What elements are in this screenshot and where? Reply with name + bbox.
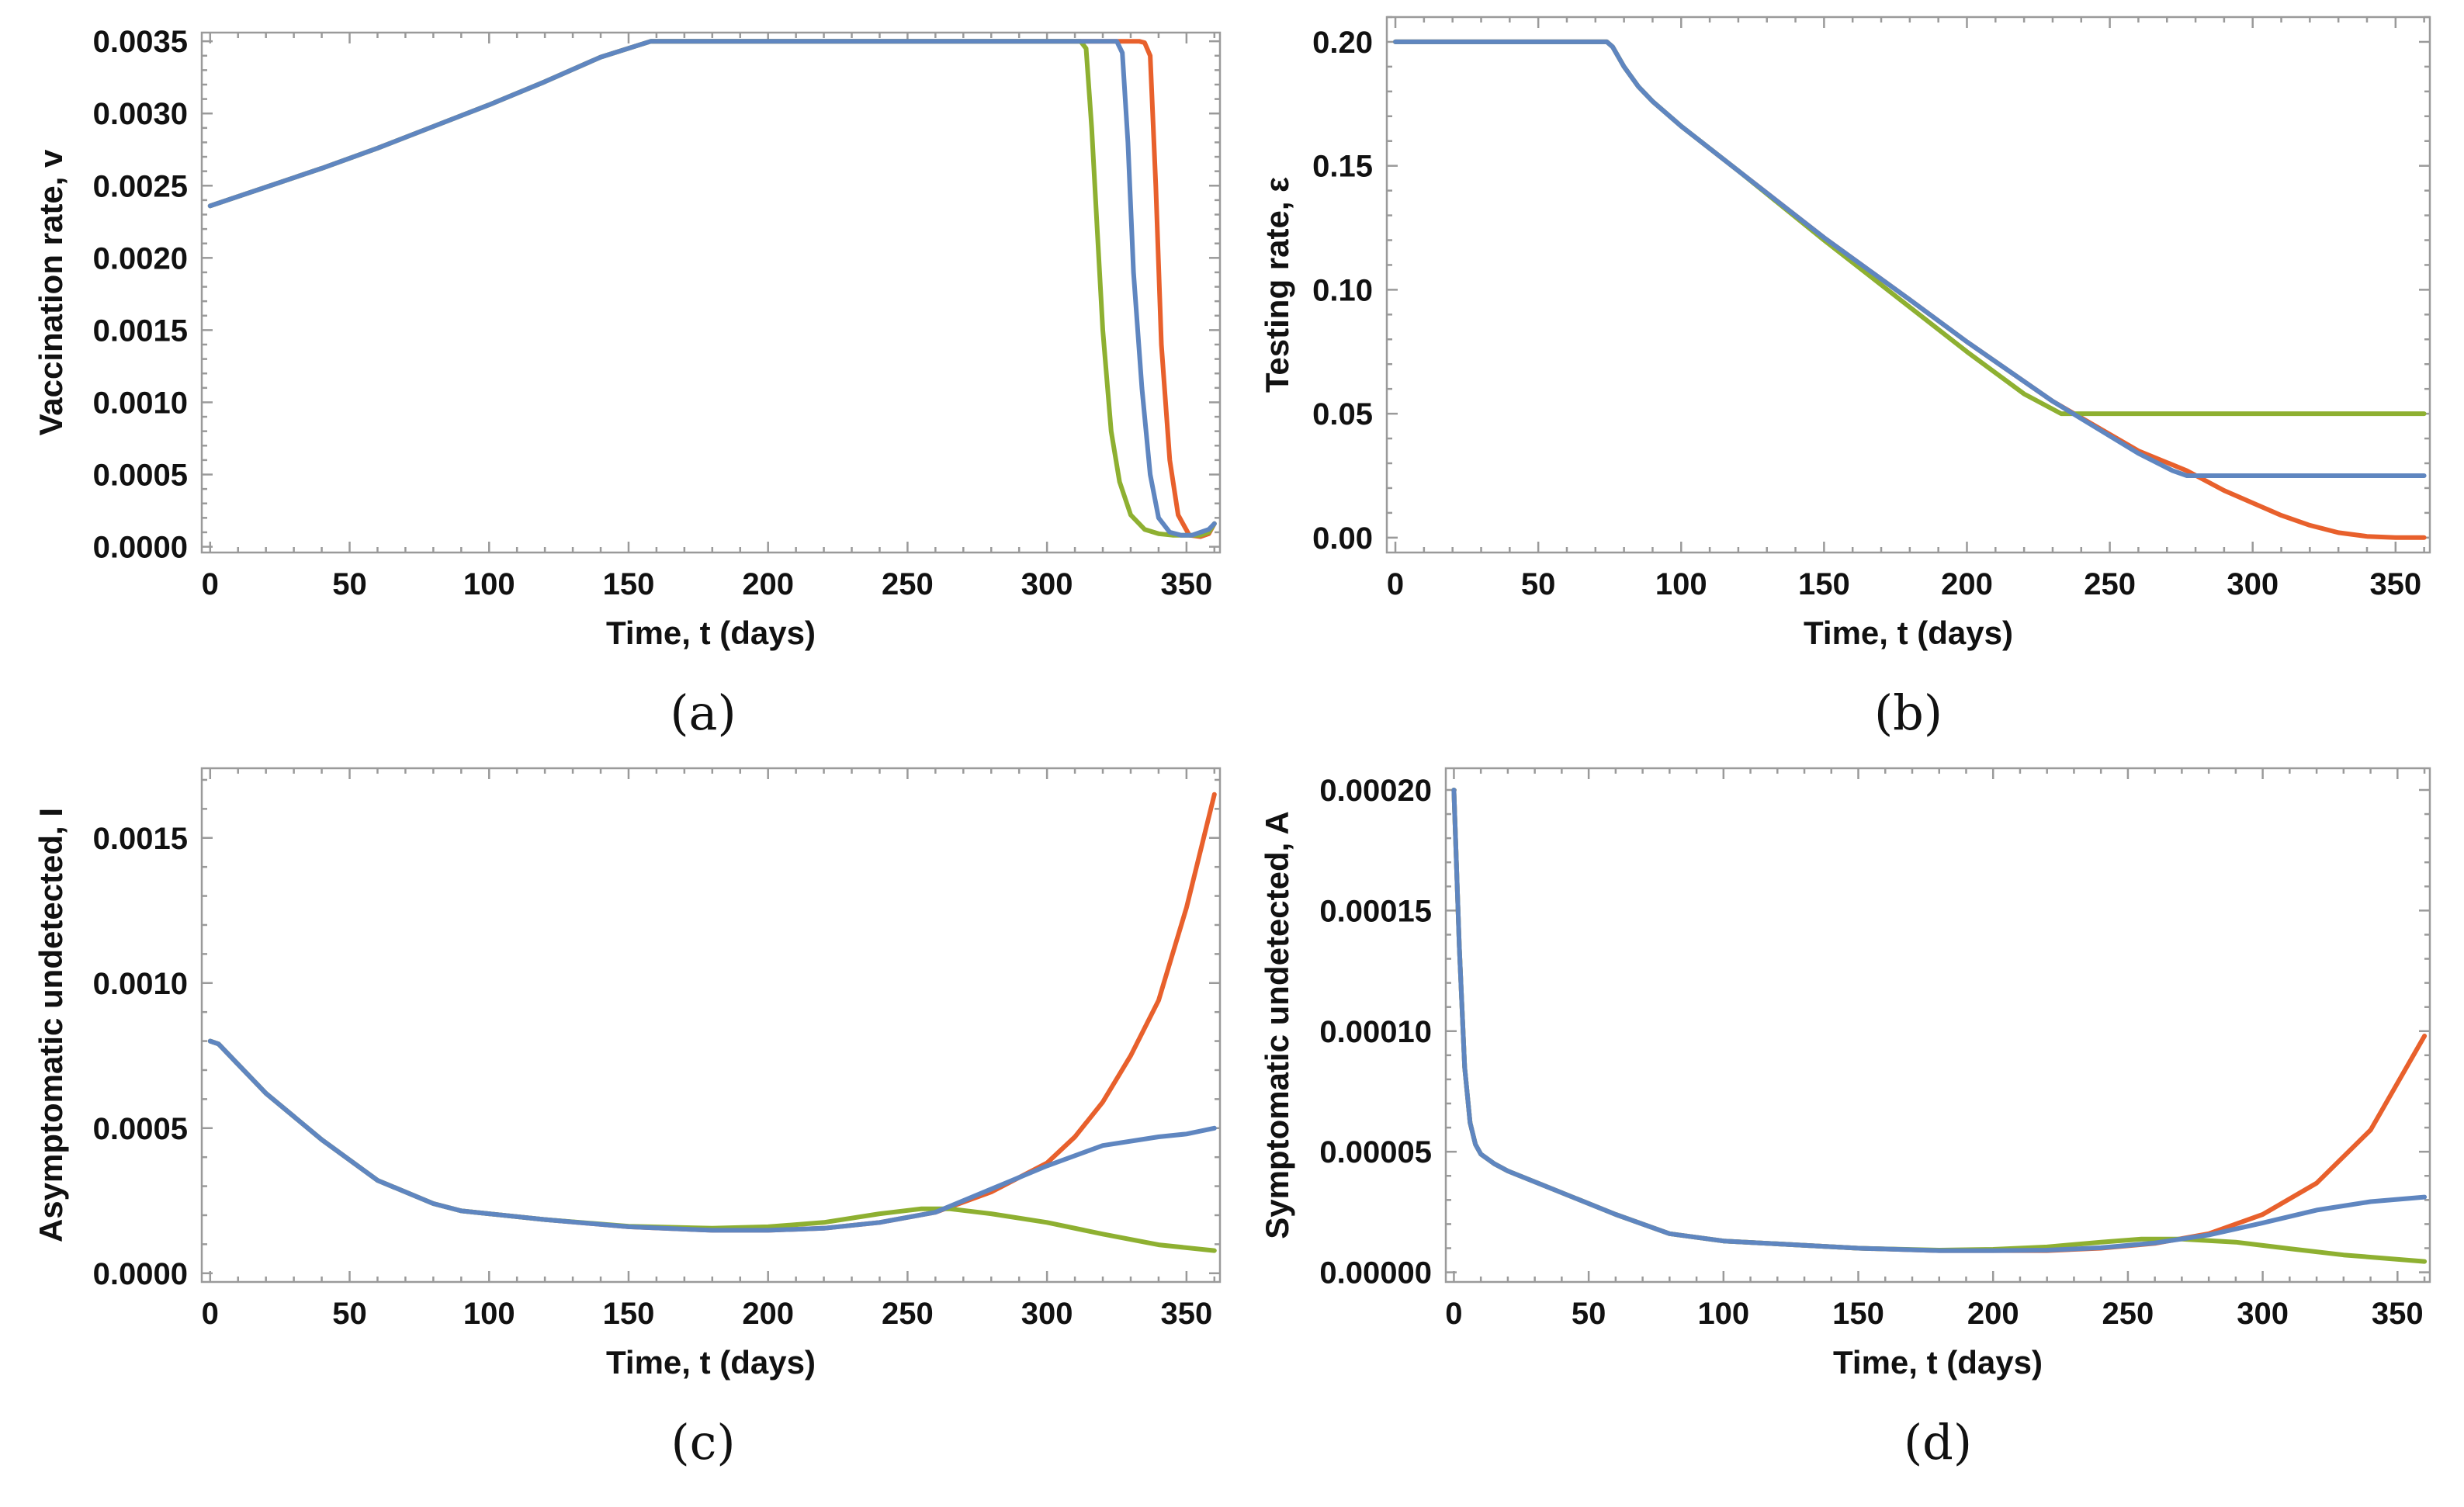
panel-caption: (b) — [1874, 684, 1942, 741]
x-tick-label: 250 — [882, 567, 934, 601]
chart-panel-d: 0 50 100 150 200 250 300 350 0.00000 0.00005 0.000… — [1259, 767, 2431, 1471]
x-tick-label: 150 — [1798, 567, 1850, 601]
y-tick-label: 0.00005 — [1319, 1135, 1432, 1169]
x-axis-title: Time, t (days) — [1833, 1344, 2043, 1381]
x-tick-label: 0 — [202, 567, 219, 601]
y-axis-title: Asymptomatic undetected, I — [33, 808, 69, 1242]
x-tick-label: 250 — [2102, 1297, 2154, 1331]
y-axis-title: Symptomatic undetected, A — [1259, 811, 1295, 1239]
plot-frame — [200, 767, 1222, 1284]
x-tick-label: 100 — [1655, 567, 1707, 601]
y-tick-label: 0.0010 — [93, 386, 188, 420]
x-axis-title: Time, t (days) — [1804, 615, 2013, 651]
series-line-blue — [1393, 39, 2427, 478]
x-tick-label: 100 — [463, 1297, 515, 1331]
y-tick-label: 0.00010 — [1319, 1015, 1432, 1049]
y-axis-title: Testing rate, ε — [1259, 177, 1295, 393]
x-tick-label: 50 — [332, 1297, 367, 1331]
x-tick-label: 100 — [463, 567, 515, 601]
series-line-red — [1451, 788, 2428, 1253]
y-tick-label: 0.0005 — [93, 1112, 188, 1146]
panel-caption: (c) — [671, 1414, 735, 1471]
x-tick-label: 200 — [1967, 1297, 2019, 1331]
y-tick-label: 0.0005 — [93, 459, 188, 493]
x-tick-label: 350 — [1160, 567, 1212, 601]
x-tick-label: 300 — [1021, 567, 1073, 601]
x-tick-label: 200 — [742, 567, 794, 601]
x-tick-label: 300 — [1021, 1297, 1073, 1331]
x-tick-label: 150 — [1832, 1297, 1884, 1331]
x-tick-label: 150 — [603, 567, 655, 601]
x-tick-label: 300 — [2237, 1297, 2289, 1331]
y-tick-label: 0.0015 — [93, 314, 188, 348]
y-tick-label: 0.0035 — [93, 25, 188, 59]
y-tick-label: 0.20 — [1312, 26, 1373, 60]
x-tick-label: 350 — [1160, 1297, 1212, 1331]
y-tick-label: 0.00000 — [1319, 1256, 1432, 1290]
series-line-blue — [207, 1038, 1217, 1233]
plot-frame — [1444, 767, 2431, 1284]
x-tick-label: 200 — [1941, 567, 1993, 601]
x-tick-label: 50 — [1572, 1297, 1606, 1331]
y-axis-title: Vaccination rate, v — [33, 149, 69, 435]
x-tick-label: 50 — [332, 567, 367, 601]
plot-frame — [200, 31, 1222, 554]
x-tick-label: 200 — [742, 1297, 794, 1331]
x-axis-title: Time, t (days) — [606, 1344, 816, 1381]
y-tick-label: 0.00015 — [1319, 894, 1432, 928]
y-tick-label: 0.0030 — [93, 97, 188, 131]
x-tick-label: 350 — [2369, 567, 2421, 601]
x-tick-label: 0 — [1445, 1297, 1462, 1331]
y-tick-label: 0.00020 — [1319, 774, 1432, 808]
x-tick-label: 150 — [603, 1297, 655, 1331]
y-tick-label: 0.10 — [1312, 273, 1373, 307]
series-line-green — [207, 39, 1217, 538]
y-tick-label: 0.05 — [1312, 397, 1373, 431]
series-line-red — [1393, 39, 2427, 540]
chart-panel-c: 0 50 100 150 200 250 300 350 0.0000 0.0005 0.0010 0… — [33, 767, 1222, 1471]
x-tick-label: 100 — [1697, 1297, 1749, 1331]
x-tick-label: 50 — [1521, 567, 1556, 601]
series-line-blue — [207, 39, 1217, 538]
chart-panel-b: 0 50 100 150 200 250 300 350 0.00 0.05 0.10 0.15 0.2… — [1259, 16, 2431, 741]
series-line-blue — [1451, 788, 2428, 1253]
y-tick-label: 0.0015 — [93, 822, 188, 856]
y-tick-label: 0.0010 — [93, 967, 188, 1001]
series-line-red — [207, 39, 1217, 539]
series-line-red — [207, 792, 1217, 1233]
y-tick-label: 0.0000 — [93, 1257, 188, 1291]
plot-frame — [1385, 16, 2431, 554]
y-tick-label: 0.0020 — [93, 241, 188, 275]
x-tick-label: 300 — [2227, 567, 2279, 601]
panel-caption: (d) — [1904, 1414, 1972, 1471]
series-line-green — [1451, 788, 2428, 1264]
y-tick-label: 0.15 — [1312, 150, 1373, 184]
x-tick-label: 350 — [2372, 1297, 2424, 1331]
panel-caption: (a) — [670, 684, 736, 741]
x-axis-title: Time, t (days) — [606, 615, 816, 651]
chart-panel-a: 0 50 100 150 200 250 300 350 0.0000 0.0005 0.0010 0… — [33, 25, 1222, 741]
y-tick-label: 0.0000 — [93, 531, 188, 565]
y-tick-label: 0.00 — [1312, 521, 1373, 556]
y-tick-label: 0.0025 — [93, 169, 188, 203]
x-tick-label: 0 — [202, 1297, 219, 1331]
x-tick-label: 250 — [882, 1297, 934, 1331]
x-tick-label: 0 — [1387, 567, 1404, 601]
series-line-green — [1393, 39, 2427, 417]
x-tick-label: 250 — [2084, 567, 2136, 601]
